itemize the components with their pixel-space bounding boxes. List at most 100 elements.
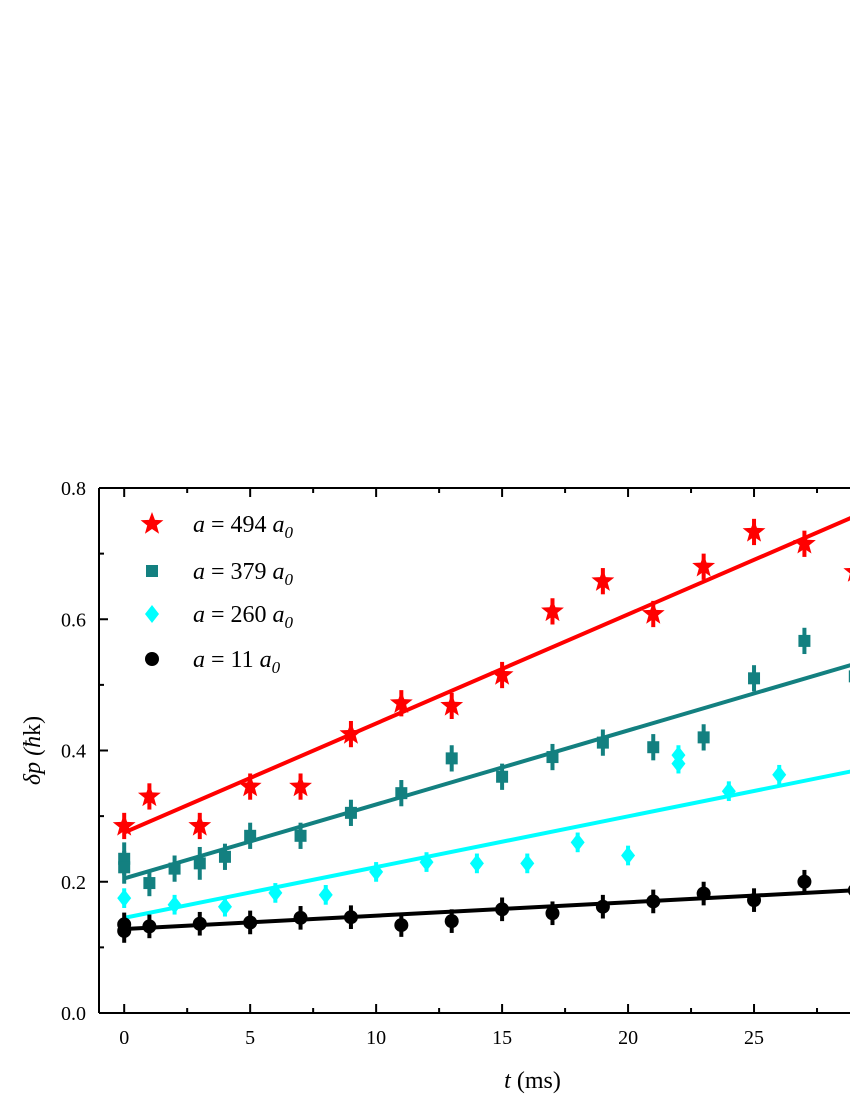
y-tick-label: 0.6	[61, 609, 86, 631]
data-point-diamond	[469, 854, 484, 873]
data-point-diamond	[721, 782, 736, 801]
data-point-star	[490, 663, 514, 685]
y-axis-title-pre: δp (	[20, 746, 46, 785]
data-point-square	[244, 829, 257, 842]
data-point-circle	[545, 906, 560, 921]
legend-label-subscript: 0	[272, 658, 281, 677]
data-point-circle	[394, 918, 409, 933]
data-point-square	[798, 634, 811, 647]
data-point-square	[118, 861, 131, 874]
data-point-square	[395, 787, 408, 800]
data-point-circle	[293, 910, 308, 925]
data-point-diamond	[268, 883, 283, 902]
legend-label-eq: = 494	[205, 512, 273, 538]
data-point-circle	[495, 902, 510, 917]
data-point-circle	[142, 919, 157, 934]
data-point-square	[596, 736, 609, 749]
y-tick-label: 0.0	[61, 1003, 86, 1025]
data-point-circle	[595, 899, 610, 914]
data-point-star	[742, 519, 766, 542]
x-axis-title-var: t	[504, 1068, 512, 1094]
data-point-square	[697, 731, 710, 744]
data-point-star	[238, 774, 262, 797]
data-point-circle	[243, 915, 258, 930]
data-point-star	[112, 813, 136, 836]
y-tick-label: 0.4	[61, 741, 86, 763]
data-point-square	[496, 770, 509, 783]
data-point-star	[339, 722, 363, 744]
x-tick-label: 20	[618, 1027, 638, 1049]
data-point-square	[218, 850, 231, 863]
legend-marker-square	[146, 565, 158, 577]
data-point-square	[848, 670, 850, 683]
data-point-diamond	[621, 846, 636, 865]
data-point-star	[692, 554, 716, 577]
data-point-diamond	[217, 897, 232, 916]
legend-label-star: a = 494 a0	[193, 512, 294, 542]
legend-label-circle: a = 11 a0	[193, 647, 281, 677]
data-point-square	[344, 806, 357, 819]
data-point-diamond	[671, 746, 686, 765]
data-point-square	[193, 857, 206, 870]
data-point-circle	[696, 886, 711, 901]
data-point-star	[137, 784, 161, 807]
data-point-square	[445, 752, 458, 765]
legend-label-subscript: 0	[285, 613, 294, 632]
data-point-circle	[117, 923, 132, 938]
data-point-star	[641, 602, 665, 624]
data-point-square	[143, 877, 156, 890]
x-axis-title: t (ms)	[504, 1068, 561, 1094]
data-point-star	[289, 774, 312, 797]
data-point-diamond	[772, 765, 787, 784]
legend-label-eq: = 11	[205, 647, 260, 673]
x-tick-label: 5	[245, 1027, 255, 1049]
data-point-star	[541, 599, 564, 622]
data-point-diamond	[369, 862, 384, 881]
x-tick-label: 25	[744, 1027, 764, 1049]
data-point-star	[440, 693, 464, 716]
legend-label-var: a	[193, 559, 205, 585]
legend-label-subscript: 0	[285, 523, 294, 542]
data-point-circle	[444, 914, 459, 929]
data-point-diamond	[318, 885, 333, 904]
x-tick-label: 10	[366, 1027, 386, 1049]
data-point-square	[168, 862, 181, 875]
data-point-circle	[797, 874, 812, 889]
legend-label-var: a	[193, 647, 205, 673]
data-points	[112, 518, 850, 943]
data-point-star	[843, 568, 850, 582]
data-point-diamond	[570, 833, 585, 852]
legend-marker-circle	[145, 652, 159, 666]
x-axis-title-unit: (ms)	[511, 1068, 561, 1094]
data-point-star	[793, 531, 816, 554]
data-point-circle	[646, 894, 661, 909]
data-point-circle	[343, 910, 358, 925]
legend-label-var: a	[193, 512, 205, 538]
legend-label-var: a	[193, 602, 205, 628]
data-point-diamond	[117, 889, 132, 908]
legend: a = 494 a0a = 379 a0a = 260 a0a = 11 a0	[140, 512, 294, 677]
legend-label-diamond: a = 260 a0	[193, 602, 294, 632]
data-point-diamond	[520, 854, 535, 873]
fit-line-star	[123, 516, 850, 835]
data-point-square	[546, 751, 559, 764]
data-point-circle	[192, 916, 207, 931]
data-point-square	[748, 672, 761, 685]
legend-label-eq: = 260	[205, 602, 273, 628]
y-axis-title-hbar: ħ	[20, 736, 46, 748]
legend-label-eq: = 379	[205, 559, 273, 585]
data-point-circle	[747, 893, 762, 908]
legend-marker-diamond	[145, 605, 159, 623]
legend-label-unit: a	[273, 559, 285, 585]
legend-label-unit: a	[273, 602, 285, 628]
legend-marker-star	[140, 512, 164, 534]
fit-line-diamond	[123, 769, 850, 920]
data-point-square	[647, 741, 660, 754]
y-axis-title-post: k)	[20, 716, 46, 736]
data-point-star	[389, 691, 413, 713]
legend-label-subscript: 0	[285, 570, 294, 589]
legend-label-square: a = 379 a0	[193, 559, 294, 589]
data-point-circle	[847, 885, 850, 896]
y-tick-label: 0.8	[61, 478, 86, 500]
